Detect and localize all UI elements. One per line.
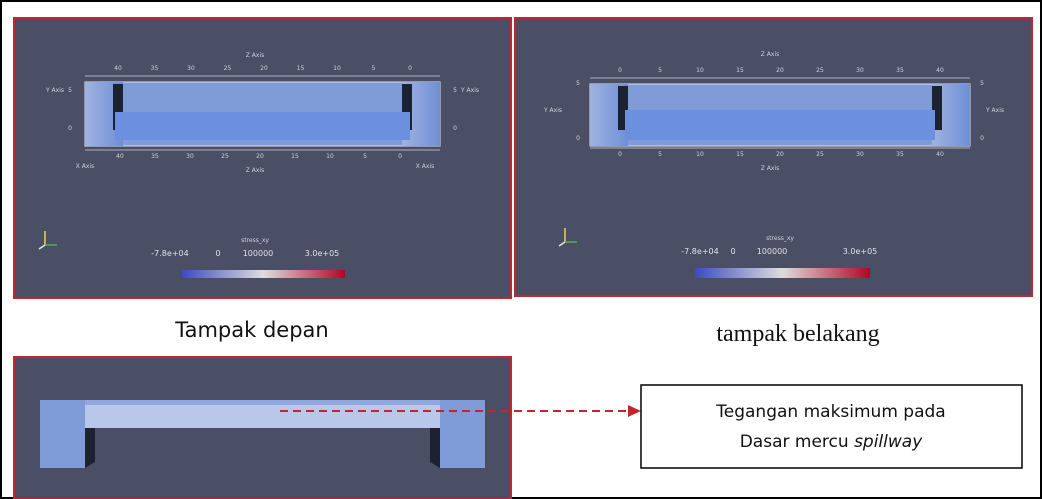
figure: Tegangan maksimum pada Dasar mercu spill… — [0, 0, 1042, 499]
tick-label: 5 — [372, 65, 376, 72]
tick-label: 15 — [736, 67, 744, 74]
tick-label: 30 — [856, 67, 864, 74]
colorbar-label: 3.0e+05 — [843, 247, 878, 256]
tick-label: 30 — [186, 153, 194, 160]
tick-label: 35 — [151, 153, 159, 160]
tick-label: 35 — [896, 67, 904, 74]
model-channel — [625, 110, 935, 140]
callout-text: Dasar mercu — [740, 432, 854, 452]
colorbar-label: 3.0e+05 — [305, 249, 340, 258]
tick-label: 20 — [776, 67, 784, 74]
tick-label: 20 — [776, 151, 784, 158]
callout-text: Dasar mercu spillway — [740, 432, 923, 452]
axis-label: Y Axis — [985, 107, 1004, 114]
tick-label: 40 — [114, 65, 122, 72]
axis-label: Z Axis — [761, 165, 779, 172]
axis-label: Z Axis — [761, 51, 779, 58]
tick-label: 5 — [658, 151, 662, 158]
axis-label: Z Axis — [246, 167, 264, 174]
tick-label: 30 — [856, 151, 864, 158]
tick-label: 0 — [980, 135, 984, 142]
tick-label: 35 — [151, 65, 159, 72]
colorbar — [695, 268, 870, 278]
tick-label: 0 — [618, 67, 622, 74]
tick-label: 40 — [116, 153, 124, 160]
tick-label: 0 — [408, 65, 412, 72]
tick-label: 15 — [736, 151, 744, 158]
tick-label: 0 — [576, 135, 580, 142]
tick-label: 15 — [297, 65, 305, 72]
tick-label: 5 — [453, 87, 457, 94]
colorbar-title: stress_xy — [766, 235, 794, 242]
tick-label: 5 — [68, 87, 72, 94]
colorbar-label: -7.8e+04 — [681, 247, 718, 256]
model-channel — [115, 112, 410, 140]
tick-label: 25 — [224, 65, 232, 72]
colorbar-label: 100000 — [243, 249, 274, 258]
tick-label: 40 — [936, 151, 944, 158]
colorbar-label: -7.8e+04 — [151, 249, 188, 258]
tick-label: 5 — [363, 153, 367, 160]
colorbar-title: stress_xy — [241, 237, 269, 244]
tick-label: 0 — [618, 151, 622, 158]
callout-italic: spillway — [854, 432, 923, 452]
tick-label: 25 — [816, 67, 824, 74]
tick-label: 10 — [326, 153, 334, 160]
tick-label: 25 — [816, 151, 824, 158]
caption: tampak belakang — [716, 321, 879, 347]
tick-label: 0 — [68, 125, 72, 132]
colorbar — [182, 270, 345, 278]
axis-label: Y Axis — [460, 87, 479, 94]
colorbar-label: 100000 — [757, 247, 788, 256]
arrow-head — [628, 405, 641, 417]
caption: Tampak depan — [174, 318, 328, 342]
colorbar-label: 0 — [215, 249, 220, 258]
tick-label: 10 — [696, 67, 704, 74]
tick-label: 0 — [453, 125, 457, 132]
tick-label: 10 — [333, 65, 341, 72]
axis-label: X Axis — [416, 163, 434, 170]
tick-label: 25 — [221, 153, 229, 160]
tick-label: 10 — [696, 151, 704, 158]
tick-label: 5 — [980, 80, 984, 87]
tick-label: 0 — [398, 153, 402, 160]
callout-text: Tegangan maksimum pada — [715, 402, 945, 422]
tick-label: 5 — [576, 80, 580, 87]
callout-box — [641, 385, 1022, 468]
tick-label: 40 — [936, 67, 944, 74]
axis-label: Z Axis — [246, 52, 264, 59]
axis-label: Y Axis — [543, 107, 562, 114]
axis-label: X Axis — [76, 163, 94, 170]
tick-label: 35 — [896, 151, 904, 158]
tick-label: 20 — [260, 65, 268, 72]
tick-label: 5 — [658, 67, 662, 74]
tick-label: 15 — [291, 153, 299, 160]
tick-label: 20 — [256, 153, 264, 160]
axis-label: Y Axis — [45, 87, 64, 94]
tick-label: 30 — [187, 65, 195, 72]
colorbar-label: 0 — [730, 247, 735, 256]
